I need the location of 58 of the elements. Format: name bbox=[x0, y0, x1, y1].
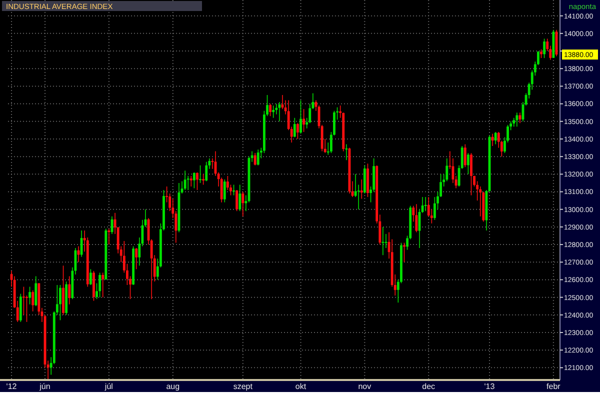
candlestick bbox=[516, 112, 518, 128]
candlestick bbox=[494, 132, 497, 145]
x-tick-label: aug bbox=[166, 382, 180, 391]
x-tick-label: '13 bbox=[484, 382, 496, 391]
candlestick bbox=[34, 276, 38, 307]
candlestick bbox=[403, 242, 406, 263]
candlestick bbox=[89, 268, 92, 286]
candlestick bbox=[108, 228, 110, 245]
candlestick bbox=[543, 38, 546, 58]
candlestick bbox=[302, 108, 306, 132]
candlestick bbox=[59, 284, 62, 321]
candlestick bbox=[415, 204, 418, 233]
candlestick bbox=[360, 179, 363, 200]
x-tick-label: nov bbox=[358, 382, 372, 391]
candlestick bbox=[466, 152, 470, 175]
x-tick-label: júl bbox=[104, 382, 114, 391]
candlestick bbox=[363, 164, 366, 194]
candlestick bbox=[68, 276, 71, 305]
x-tick-label: szept bbox=[233, 382, 254, 391]
candlestick bbox=[19, 293, 22, 322]
candlestick bbox=[184, 170, 186, 190]
candlestick bbox=[491, 133, 494, 146]
candlestick bbox=[135, 248, 138, 270]
candlestick bbox=[269, 103, 272, 117]
candlestick bbox=[293, 117, 296, 138]
candlestick bbox=[256, 149, 260, 166]
candlestick bbox=[199, 164, 202, 184]
candlestick bbox=[196, 172, 198, 190]
candlestick bbox=[272, 105, 275, 118]
candlestick bbox=[28, 286, 32, 305]
candlestick bbox=[205, 161, 208, 182]
candlestick bbox=[464, 144, 466, 168]
candlestick bbox=[32, 290, 34, 312]
x-tick-label: okt bbox=[295, 382, 307, 391]
candlestick bbox=[242, 191, 244, 217]
candlestick bbox=[254, 152, 256, 166]
x-tick-label: '12 bbox=[6, 382, 18, 391]
x-tick-label: febr bbox=[546, 382, 561, 391]
candlestick bbox=[470, 152, 472, 196]
candlestick bbox=[102, 272, 104, 298]
x-tick-label: dec bbox=[422, 382, 436, 391]
candlestick bbox=[278, 102, 281, 122]
candlestick bbox=[424, 196, 427, 212]
candlestick bbox=[190, 176, 192, 187]
candlestick bbox=[518, 112, 522, 124]
x-tick-label: jún bbox=[38, 382, 50, 391]
candlestick bbox=[98, 272, 102, 298]
candlestick bbox=[238, 184, 242, 212]
candlestick bbox=[232, 184, 235, 196]
candlestick bbox=[236, 190, 238, 212]
candlestick bbox=[223, 179, 226, 203]
candlestick bbox=[300, 100, 302, 134]
candlestick bbox=[345, 144, 348, 160]
candlestick bbox=[80, 230, 83, 258]
candlestick bbox=[382, 226, 384, 256]
candlestick bbox=[296, 122, 299, 140]
candlestick bbox=[202, 174, 205, 186]
candlestick bbox=[192, 172, 196, 189]
